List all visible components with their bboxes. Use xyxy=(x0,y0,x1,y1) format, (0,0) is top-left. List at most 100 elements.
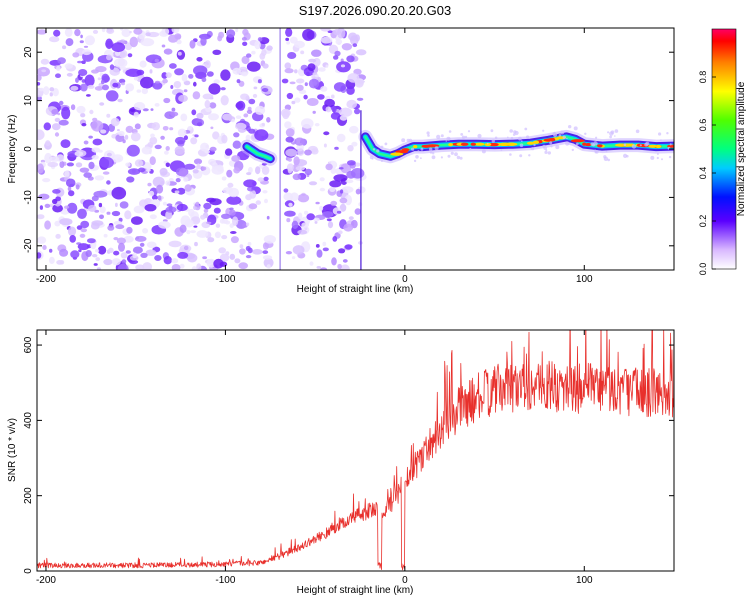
noise-blob xyxy=(49,87,55,92)
signal-speckle xyxy=(658,132,662,136)
noise-blob xyxy=(242,41,248,46)
signal-speckle xyxy=(519,154,523,158)
noise-blob xyxy=(241,55,250,65)
noise-blob xyxy=(196,263,202,270)
noise-blob xyxy=(330,112,341,120)
noise-blob xyxy=(218,247,226,254)
noise-blob xyxy=(307,63,316,71)
colorbar-tick-label: 0.2 xyxy=(698,215,708,228)
noise-blob xyxy=(75,77,79,83)
noise-blob xyxy=(214,231,221,239)
signal-speckle xyxy=(666,132,669,135)
signal-speckle xyxy=(575,142,579,146)
noise-blob xyxy=(241,37,247,41)
signal-speckle xyxy=(519,143,524,148)
noise-blob xyxy=(117,98,123,103)
noise-blob xyxy=(349,125,359,134)
noise-blob xyxy=(51,108,59,115)
noise-blob xyxy=(66,202,78,214)
noise-blob xyxy=(253,86,258,90)
noise-blob xyxy=(61,106,71,120)
noise-blob xyxy=(157,195,162,201)
noise-blob xyxy=(88,161,95,170)
signal-speckle xyxy=(429,151,433,154)
noise-blob xyxy=(316,249,323,258)
signal-speckle xyxy=(521,140,523,142)
noise-blob xyxy=(201,77,207,83)
noise-blob xyxy=(231,155,241,162)
noise-blob xyxy=(129,259,139,265)
snr-x-axis: -200 -100 0 100 xyxy=(36,330,593,586)
noise-blob xyxy=(229,209,236,216)
spectrogram-plot-area xyxy=(36,27,675,271)
noise-blob xyxy=(121,82,125,86)
noise-blob xyxy=(124,210,132,220)
noise-blob xyxy=(164,150,169,155)
signal-speckle xyxy=(380,145,384,149)
noise-blob xyxy=(339,197,348,204)
snr-x-label: Height of straight line (km) xyxy=(297,585,414,596)
noise-blob xyxy=(118,217,123,222)
noise-blob xyxy=(161,44,166,48)
noise-blob xyxy=(83,45,89,48)
noise-blob xyxy=(179,224,187,233)
noise-blob xyxy=(192,91,201,100)
noise-blob xyxy=(113,220,123,226)
noise-blob xyxy=(352,43,358,48)
noise-blob xyxy=(59,218,73,226)
signal-speckle xyxy=(566,137,568,140)
noise-blob xyxy=(252,249,263,255)
signal-speckle xyxy=(635,129,640,134)
noise-blob xyxy=(139,60,147,68)
noise-blob xyxy=(304,149,312,156)
noise-blob xyxy=(347,73,360,83)
noise-blob xyxy=(262,63,269,69)
signal-speckle xyxy=(490,129,494,133)
noise-blob xyxy=(168,240,182,248)
noise-blob xyxy=(290,192,299,201)
signal-speckle xyxy=(565,141,570,146)
noise-blob xyxy=(41,69,47,73)
noise-blob xyxy=(200,142,210,152)
noise-blob xyxy=(209,102,217,109)
noise-blob xyxy=(239,248,246,255)
x-tick-label: 100 xyxy=(576,274,593,285)
noise-blob xyxy=(80,220,90,229)
noise-blob xyxy=(94,175,105,181)
noise-blob xyxy=(86,94,91,97)
noise-blob xyxy=(125,125,134,133)
noise-blob xyxy=(204,60,211,69)
signal-speckle xyxy=(526,135,530,139)
noise-blob xyxy=(134,159,144,167)
noise-blob xyxy=(78,249,82,253)
noise-blob xyxy=(163,97,171,104)
noise-blob xyxy=(208,158,216,166)
noise-blob xyxy=(340,64,346,68)
noise-blob xyxy=(154,255,162,261)
signal-speckle xyxy=(477,133,482,139)
x-tick-label: 0 xyxy=(402,575,408,586)
noise-blob xyxy=(160,135,165,140)
noise-blob xyxy=(293,156,300,166)
noise-blob xyxy=(308,181,318,186)
signal-speckle xyxy=(605,150,608,153)
noise-blob xyxy=(344,194,352,206)
noise-blob xyxy=(188,74,194,79)
noise-blob xyxy=(181,74,188,82)
noise-blob xyxy=(230,231,237,234)
signal-speckle xyxy=(592,143,596,147)
noise-blob xyxy=(112,82,119,88)
signal-speckle xyxy=(469,147,472,151)
signal-speckle xyxy=(447,154,451,158)
noise-blob xyxy=(301,118,314,129)
noise-blob xyxy=(111,258,121,266)
noise-blob xyxy=(165,162,170,168)
noise-blob xyxy=(92,138,103,146)
noise-blob xyxy=(103,258,113,266)
noise-blob xyxy=(183,245,189,251)
noise-blob xyxy=(64,28,73,37)
snr-panel: -200 -100 0 100 0 200 400 600 Height of straig… xyxy=(7,329,675,596)
noise-blob xyxy=(350,168,365,179)
signal-speckle xyxy=(550,145,553,148)
noise-blob xyxy=(200,36,207,46)
